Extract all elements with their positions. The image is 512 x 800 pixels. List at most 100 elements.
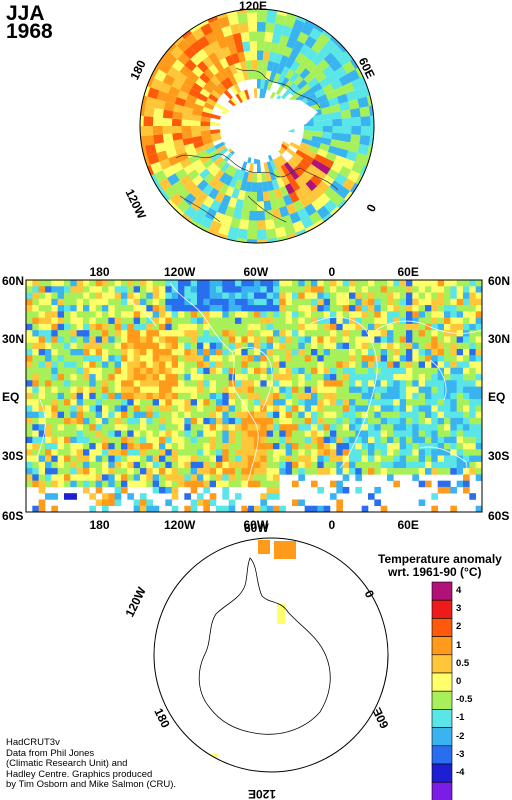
anomaly-cell	[216, 342, 223, 350]
anomaly-cell	[336, 311, 343, 318]
anomaly-cell	[254, 292, 261, 300]
anomaly-cell	[159, 411, 166, 419]
anomaly-cell	[349, 449, 356, 456]
anomaly-cell	[114, 298, 122, 306]
anomaly-cell	[266, 486, 274, 494]
anomaly-cell	[282, 45, 294, 58]
anomaly-cell	[216, 203, 228, 216]
anomaly-cell	[197, 493, 204, 500]
anomaly-cell	[209, 311, 217, 318]
anomaly-cell	[456, 298, 464, 306]
anomaly-cell	[95, 405, 103, 412]
anomaly-cell	[298, 323, 305, 331]
anomaly-cell	[463, 430, 470, 438]
anomaly-cell	[342, 468, 350, 475]
anomaly-cell	[133, 280, 141, 287]
anomaly-cell	[361, 468, 369, 475]
anomaly-cell	[247, 305, 255, 312]
anomaly-cell	[393, 317, 400, 325]
anomaly-cell	[456, 374, 464, 381]
anomaly-cell	[444, 374, 451, 381]
anomaly-cell	[263, 41, 272, 52]
anomaly-cell	[266, 493, 274, 500]
anomaly-cell	[463, 355, 470, 362]
anomaly-cell	[311, 298, 318, 306]
anomaly-cell	[143, 135, 155, 146]
anomaly-cell	[57, 405, 65, 412]
anomaly-cell	[298, 468, 305, 475]
world-right-lat-label: 60N	[488, 274, 511, 288]
anomaly-cell	[159, 342, 166, 350]
anomaly-cell	[425, 336, 432, 343]
anomaly-cell	[475, 317, 483, 325]
anomaly-cell	[70, 474, 77, 481]
anomaly-cell	[165, 436, 172, 444]
anomaly-cell	[260, 292, 267, 300]
anomaly-cell	[184, 493, 191, 500]
anomaly-cell	[450, 286, 457, 293]
anomaly-cell	[247, 449, 255, 456]
anomaly-cell	[456, 468, 464, 475]
anomaly-cell	[437, 348, 445, 356]
anomaly-cell	[218, 68, 229, 80]
anomaly-cell	[222, 411, 229, 419]
anomaly-cell	[26, 480, 33, 488]
anomaly-cell	[237, 189, 246, 201]
anomaly-cell	[38, 499, 46, 507]
anomaly-cell	[260, 430, 267, 438]
anomaly-cell	[202, 195, 215, 209]
anomaly-cell	[108, 480, 115, 488]
anomaly-cell	[304, 367, 312, 375]
anomaly-cell	[165, 399, 172, 406]
anomaly-cell	[211, 135, 222, 143]
anomaly-cell	[374, 430, 381, 438]
anomaly-cell	[332, 126, 343, 134]
anomaly-cell	[330, 280, 337, 287]
anomaly-cell	[197, 499, 204, 507]
anomaly-cell	[108, 424, 115, 431]
anomaly-cell	[146, 424, 153, 431]
anomaly-cell	[425, 374, 432, 381]
anomaly-cell	[203, 286, 210, 293]
anomaly-cell	[279, 317, 286, 325]
anomaly-cell	[387, 317, 394, 325]
anomaly-cell	[342, 374, 350, 381]
anomaly-cell	[336, 286, 343, 293]
anomaly-cell	[38, 474, 46, 481]
anomaly-cell	[327, 96, 340, 107]
anomaly-cell	[322, 65, 335, 78]
anomaly-cell	[76, 367, 84, 375]
anomaly-cell	[387, 305, 394, 312]
anomaly-cell	[450, 430, 457, 438]
anomaly-cell	[456, 455, 464, 463]
anomaly-cell	[317, 405, 324, 412]
anomaly-cell	[228, 361, 236, 369]
anomaly-cell	[133, 411, 141, 419]
anomaly-cell	[190, 292, 198, 300]
anomaly-cell	[304, 392, 312, 400]
anomaly-cell	[241, 323, 248, 331]
anomaly-cell	[380, 417, 388, 425]
anomaly-cell	[89, 405, 96, 412]
anomaly-cell	[311, 455, 318, 463]
anomaly-cell	[159, 399, 166, 406]
anomaly-cell	[247, 474, 255, 481]
anomaly-cell	[210, 113, 221, 120]
anomaly-cell	[95, 455, 103, 463]
anomaly-cell	[298, 355, 305, 362]
anomaly-cell	[361, 330, 369, 337]
anomaly-cell	[76, 424, 84, 431]
anomaly-cell	[336, 305, 343, 312]
anomaly-cell	[450, 323, 457, 331]
anomaly-cell	[152, 411, 160, 419]
anomaly-cell	[463, 348, 470, 356]
anomaly-cell	[176, 199, 191, 214]
anomaly-cell	[340, 109, 352, 119]
anomaly-cell	[298, 317, 305, 325]
anomaly-cell	[349, 436, 356, 444]
anomaly-cell	[330, 461, 337, 469]
anomaly-cell	[444, 280, 451, 287]
anomaly-cell	[191, 135, 203, 144]
anomaly-cell	[102, 348, 109, 356]
anomaly-cell	[114, 417, 122, 425]
